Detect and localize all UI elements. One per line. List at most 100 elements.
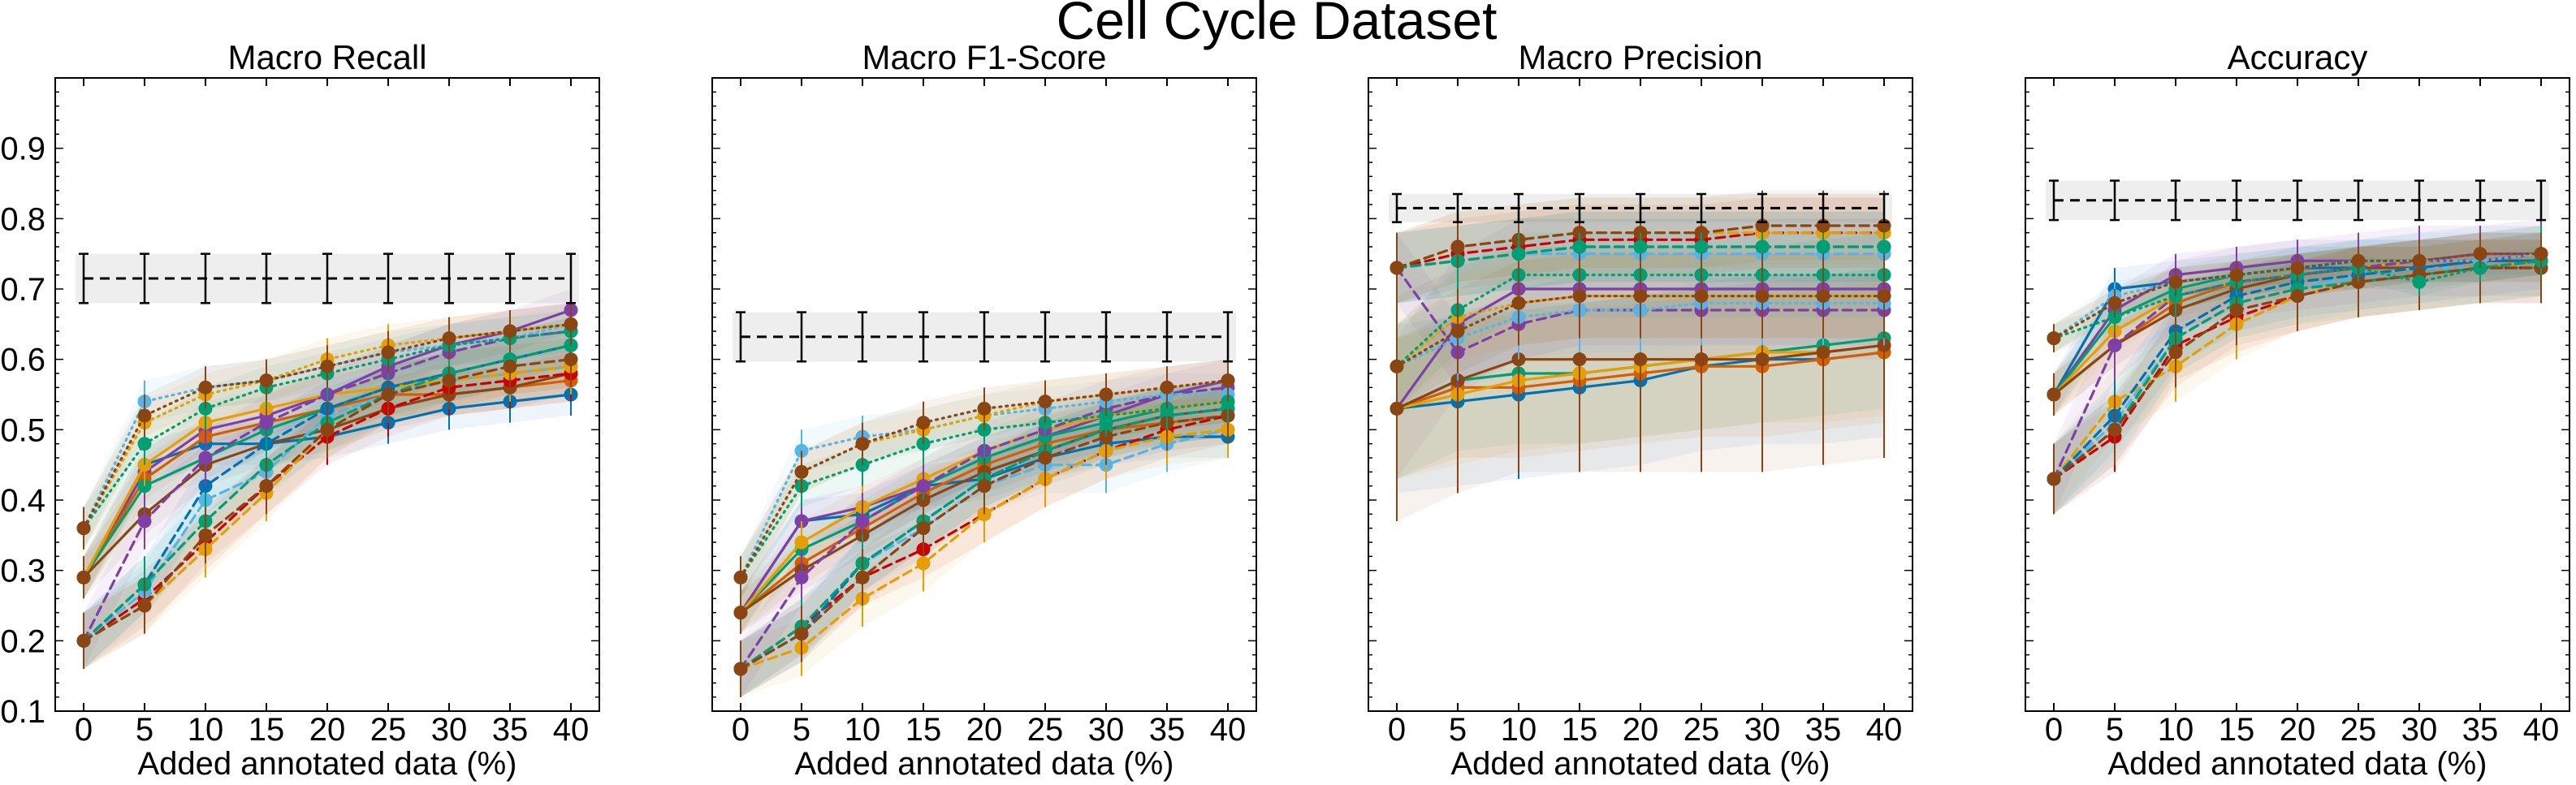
series-10-point (137, 514, 152, 528)
series-16-point (2473, 247, 2487, 261)
series-12-point (76, 633, 91, 648)
x-tick-label: 35 (2462, 712, 2499, 748)
series-12-point (1450, 239, 1465, 254)
series-6-line (82, 372, 573, 642)
series-12-point (2229, 303, 2244, 317)
x-tick-label: 25 (2340, 712, 2377, 748)
x-tick-label: 25 (370, 712, 407, 748)
series-16-point (916, 416, 931, 430)
series-16-point (1099, 387, 1113, 402)
series-16-point (977, 401, 992, 416)
series-16-point (2351, 253, 2366, 268)
series-4-point (794, 535, 809, 550)
series-16-point (320, 359, 335, 373)
chart-panel-0: Macro Recall Added annotated data (%) 0 5 10… (0, 38, 600, 782)
series-16-line (2052, 252, 2543, 340)
x-tick-label: 5 (2106, 712, 2124, 748)
series-5-point (1572, 352, 1587, 367)
panel-title: Macro F1-Score (862, 38, 1106, 76)
chart-panel-2: Macro Precision Added annotated data (%) 0… (1368, 38, 1913, 782)
series-10-line (739, 386, 1230, 671)
series-5-point (1694, 352, 1709, 367)
series-16-point (1755, 289, 1770, 304)
series-15-point (2412, 274, 2427, 289)
series-10-point (855, 514, 870, 528)
series-12-point (2047, 472, 2061, 486)
series-11-band (84, 317, 571, 669)
x-tick-label: 15 (1562, 712, 1598, 748)
x-tick-label: 20 (966, 712, 1003, 748)
series-12-point (855, 570, 870, 584)
series-12-point (381, 387, 395, 402)
x-tick-label: 15 (249, 712, 285, 748)
series-10-point (916, 479, 931, 494)
series-16-point (1816, 289, 1830, 304)
x-tick-label: 25 (1027, 712, 1064, 748)
series-16-point (2229, 268, 2244, 283)
series-16-point (76, 521, 91, 536)
series-9-band (741, 380, 1228, 697)
series-16-point (2290, 261, 2305, 275)
series-16-point (381, 345, 395, 360)
series-8-point (916, 556, 931, 571)
y-tick-label: 0.9 (0, 132, 45, 167)
series-16-point (1694, 289, 1709, 304)
series-6-line (739, 414, 1230, 671)
series-12-point (320, 422, 335, 437)
x-tick-label: 0 (1388, 712, 1406, 748)
y-tick-label: 0.3 (0, 554, 45, 589)
series-12-point (733, 662, 748, 676)
series-15-point (137, 437, 152, 451)
series-16-point (2168, 274, 2183, 289)
x-tick-label: 40 (2523, 712, 2560, 748)
series-16-point (137, 408, 152, 423)
series-16-point (1633, 289, 1648, 304)
x-tick-label: 0 (2045, 712, 2063, 748)
series-16-point (733, 570, 748, 584)
series-16-point (2534, 247, 2548, 261)
series-16-point (259, 373, 274, 388)
x-tick-label: 10 (1501, 712, 1537, 748)
series-7-line (2052, 259, 2543, 481)
x-tick-label: 15 (905, 712, 942, 748)
x-tick-label: 35 (492, 712, 529, 748)
series-12-point (2107, 422, 2122, 437)
series-16-point (564, 317, 578, 331)
chart-panel-3: Accuracy Added annotated data (%) 0 5 10 15 20… (2025, 38, 2570, 782)
x-tick-label: 30 (431, 712, 468, 748)
series-5-point (1633, 352, 1648, 367)
x-tick-label: 30 (2401, 712, 2438, 748)
series-16-point (1877, 289, 1891, 304)
series-16-point (1221, 373, 1235, 388)
series-12-point (564, 352, 578, 367)
series-16-point (2107, 295, 2122, 310)
series-16-line (739, 379, 1230, 579)
chart-panel-1: Macro F1-Score Added annotated data (%) 0 5… (711, 38, 1257, 782)
y-tick-label: 0.4 (0, 483, 45, 519)
x-tick-label: 30 (1088, 712, 1125, 748)
x-axis-label: Added annotated data (%) (794, 746, 1173, 782)
x-axis-label: Added annotated data (%) (1450, 746, 1830, 782)
x-tick-label: 35 (1149, 712, 1186, 748)
x-tick-label: 10 (188, 712, 224, 748)
panel-title: Accuracy (2228, 38, 2368, 76)
series-12-point (977, 479, 992, 494)
y-tick-label: 0.6 (0, 343, 45, 378)
series-16-point (1160, 380, 1174, 395)
x-tick-label: 20 (309, 712, 346, 748)
x-tick-label: 5 (793, 712, 810, 748)
x-tick-label: 40 (1866, 712, 1903, 748)
x-tick-label: 25 (1683, 712, 1720, 748)
series-12-point (1038, 451, 1052, 465)
x-tick-label: 5 (136, 712, 153, 748)
series-10-point (259, 416, 274, 430)
series-16-point (855, 437, 870, 451)
panel-title: Macro Recall (227, 38, 426, 76)
x-tick-label: 20 (2280, 712, 2316, 748)
series-16-point (442, 331, 456, 346)
series-12-point (442, 373, 456, 388)
y-tick-label: 0.1 (0, 694, 45, 730)
series-16-point (1511, 295, 1526, 310)
x-axis-label: Added annotated data (%) (2107, 746, 2487, 782)
